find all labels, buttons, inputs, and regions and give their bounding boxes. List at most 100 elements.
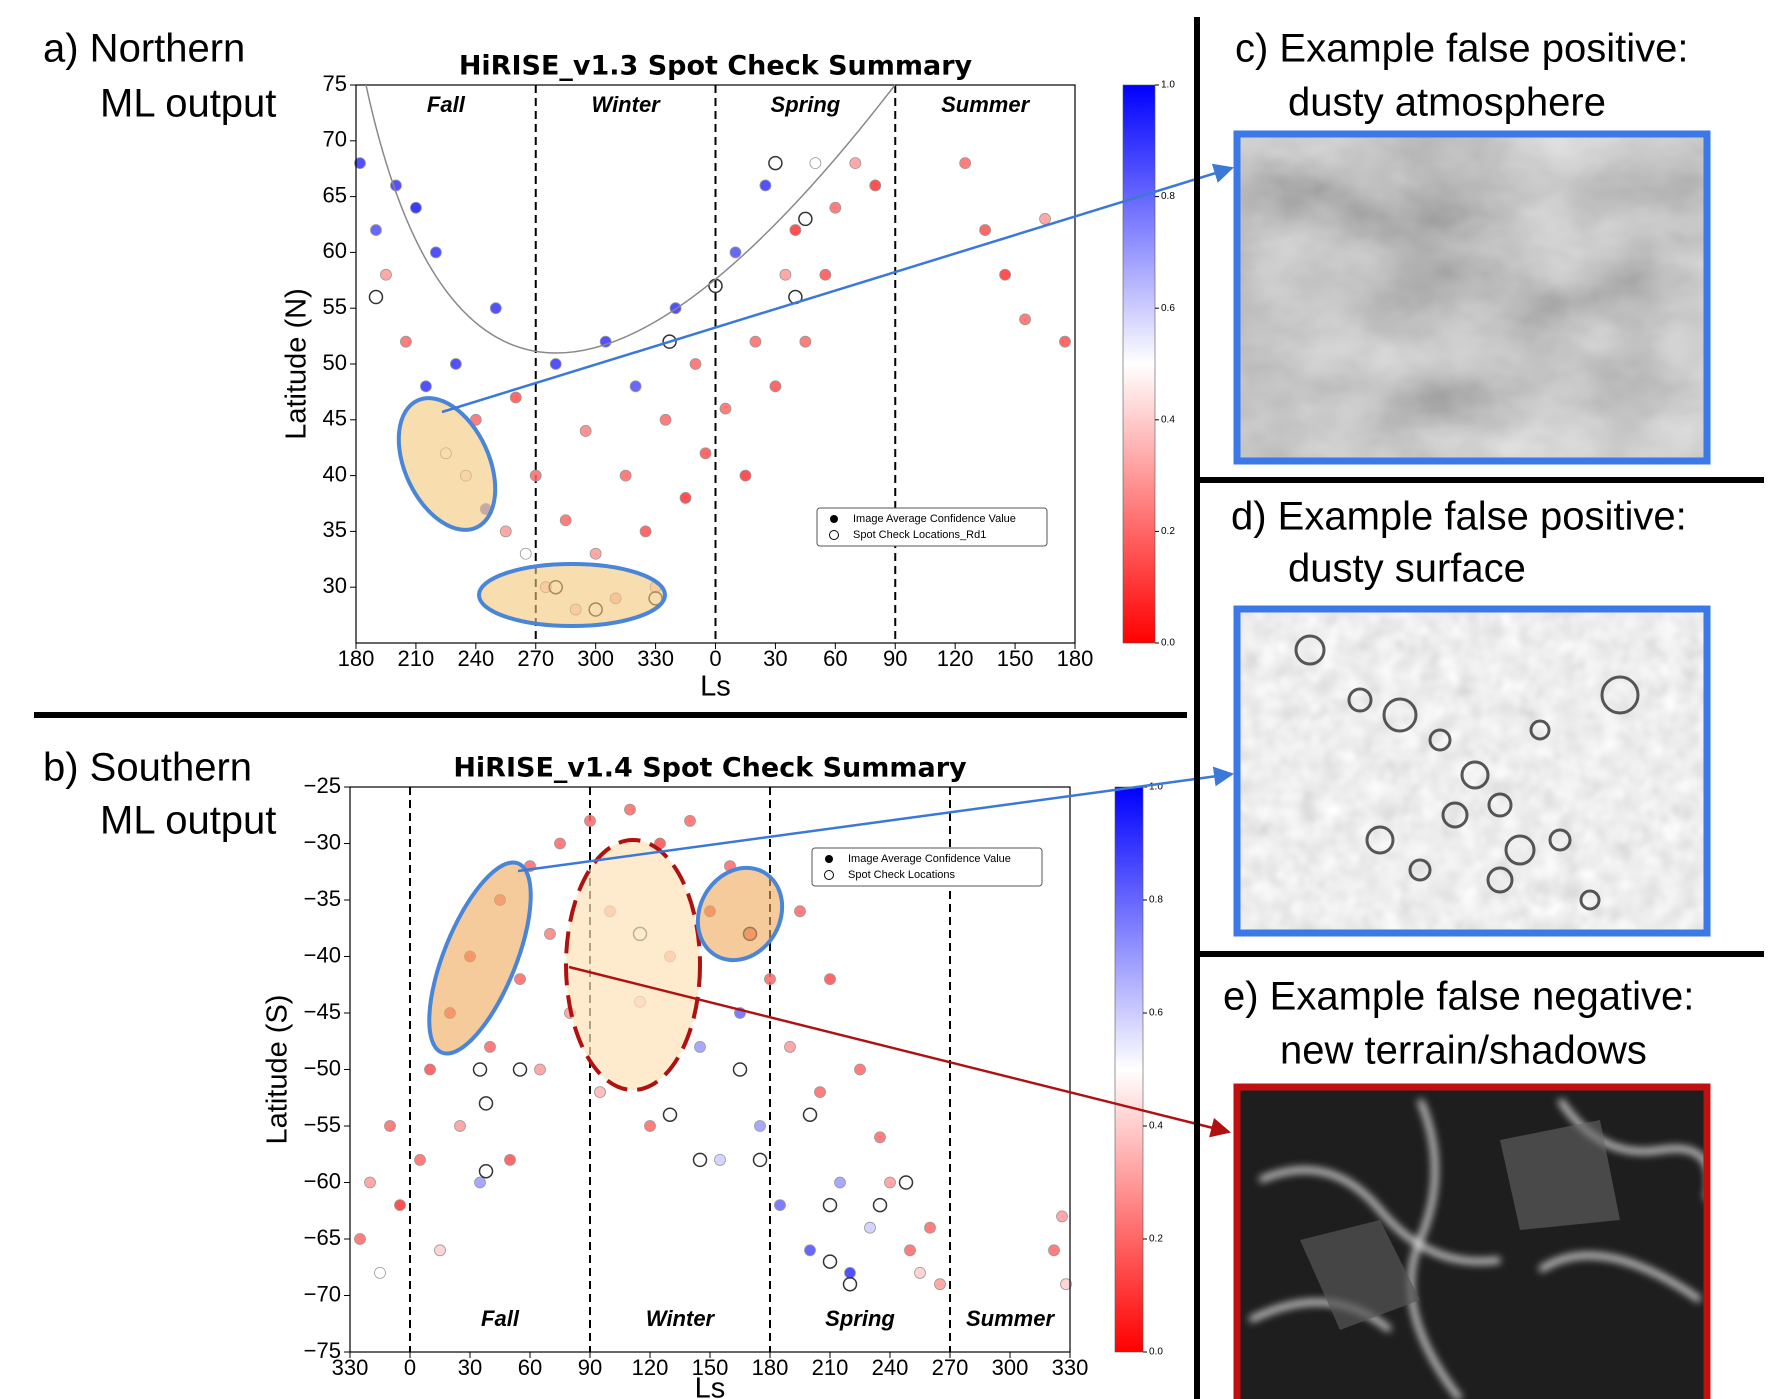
- panel-label: a) Northern: [43, 27, 245, 71]
- x-axis-label: Ls: [695, 1373, 726, 1399]
- data-point: [554, 837, 566, 850]
- data-point: [684, 815, 696, 827]
- data-point: [864, 1221, 876, 1234]
- spot-check: [872, 1197, 888, 1213]
- x-tick-label: 330: [1052, 1355, 1089, 1380]
- y-tick-label: −45: [304, 999, 341, 1024]
- y-axis-label: Latitude (N): [281, 288, 313, 440]
- data-point: [854, 1063, 866, 1076]
- data-point: [774, 1199, 786, 1211]
- x-tick-label: 300: [577, 646, 614, 671]
- data-point: [449, 358, 462, 370]
- legend-marker: [829, 530, 839, 540]
- data-point: [429, 246, 442, 259]
- y-tick-label: −55: [304, 1112, 341, 1137]
- x-tick-label: 120: [937, 646, 974, 671]
- data-point: [434, 1244, 446, 1257]
- image-dusty-atmosphere: [1237, 134, 1707, 461]
- fit-curve: [365, 84, 896, 354]
- legend-label: Spot Check Locations_Rd1: [853, 529, 986, 541]
- data-point: [414, 1154, 426, 1166]
- data-point: [959, 157, 972, 170]
- spot-check: [662, 334, 677, 349]
- x-tick-label: 0: [404, 1355, 416, 1380]
- x-tick-label: 90: [883, 646, 907, 671]
- data-point: [799, 335, 812, 348]
- y-tick-label: −25: [304, 773, 341, 798]
- data-point: [979, 224, 992, 236]
- data-point: [454, 1120, 466, 1132]
- data-point: [549, 358, 562, 370]
- data-point: [759, 179, 772, 192]
- highlight-ellipse: [427, 860, 533, 1056]
- season-label: Fall: [427, 92, 466, 117]
- spot-check: [802, 1107, 818, 1122]
- data-point: [739, 469, 752, 482]
- data-point: [819, 268, 832, 281]
- spot-check: [768, 155, 783, 171]
- data-point: [1039, 213, 1051, 225]
- spot-check: [368, 289, 384, 305]
- data-point: [1048, 1244, 1060, 1257]
- data-point: [629, 380, 642, 393]
- x-tick-label: 330: [332, 1355, 369, 1380]
- x-tick-label: 180: [1057, 646, 1094, 671]
- data-point: [784, 1041, 796, 1053]
- x-tick-label: 30: [763, 646, 787, 671]
- panel-label: dusty surface: [1288, 547, 1526, 591]
- data-point: [484, 1041, 496, 1053]
- highlight-ellipse: [564, 838, 702, 1092]
- plot-frame: [349, 786, 1071, 1353]
- spot-check: [692, 1152, 708, 1168]
- data-point: [394, 1199, 406, 1211]
- season-label: Spring: [825, 1306, 895, 1331]
- colorbar-tick-label: 0.8: [1149, 895, 1163, 906]
- legend-label: Image Average Confidence Value: [848, 853, 1011, 865]
- arrow: [517, 766, 1234, 873]
- x-tick-label: 210: [398, 646, 435, 671]
- y-tick-label: 75: [323, 71, 347, 96]
- data-point: [474, 1176, 486, 1189]
- x-tick-label: 240: [872, 1355, 909, 1380]
- season-label: Winter: [592, 92, 662, 117]
- image-dusty-surface: [1237, 609, 1707, 933]
- x-tick-label: 150: [997, 646, 1034, 671]
- data-point: [354, 157, 366, 170]
- panel-label: c) Example false positive:: [1235, 27, 1689, 71]
- y-tick-label: −70: [304, 1281, 341, 1306]
- spot-check: [898, 1175, 914, 1190]
- data-point: [749, 335, 762, 348]
- y-tick-label: −60: [304, 1168, 341, 1193]
- y-tick-label: −35: [304, 886, 341, 911]
- spot-check: [798, 211, 813, 227]
- x-tick-label: 300: [992, 1355, 1029, 1380]
- season-label: Summer: [941, 92, 1030, 117]
- data-point: [599, 335, 612, 348]
- spot-check: [478, 1163, 494, 1179]
- data-point: [924, 1221, 936, 1234]
- x-tick-label: 180: [338, 646, 375, 671]
- data-point: [589, 547, 602, 560]
- data-point: [519, 547, 532, 560]
- data-point: [874, 1131, 886, 1144]
- data-point: [694, 1041, 706, 1053]
- legend-label: Image Average Confidence Value: [853, 513, 1016, 525]
- highlight-ellipse: [695, 865, 785, 963]
- panel-label: dusty atmosphere: [1288, 81, 1606, 125]
- data-point: [849, 157, 862, 170]
- spot-check: [822, 1254, 838, 1269]
- colorbar-tick-label: 0.0: [1149, 1347, 1163, 1358]
- data-point: [769, 380, 782, 393]
- plot-frame: [355, 84, 1076, 644]
- x-tick-label: 60: [823, 646, 847, 671]
- data-point: [644, 1120, 656, 1132]
- y-tick-label: −75: [304, 1338, 341, 1363]
- x-tick-label: 90: [578, 1355, 602, 1380]
- panel-label: d) Example false positive:: [1231, 495, 1687, 539]
- data-point: [384, 1120, 396, 1132]
- data-point: [719, 402, 732, 415]
- data-point: [844, 1267, 856, 1279]
- data-point: [584, 815, 596, 827]
- season-label: Spring: [771, 92, 841, 117]
- image-new-terrain: [1237, 1087, 1707, 1399]
